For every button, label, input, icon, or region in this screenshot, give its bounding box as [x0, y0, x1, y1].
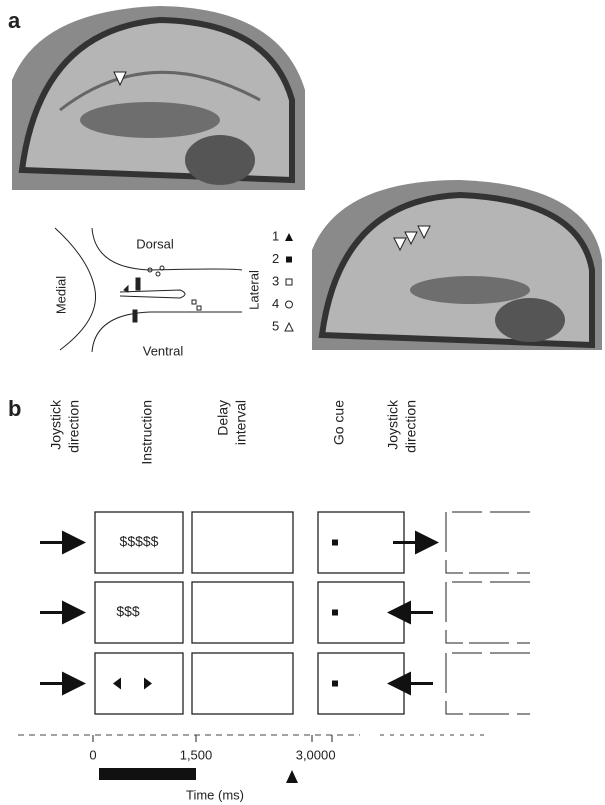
instruction-box [94, 652, 184, 715]
tick-label: 1,500 [180, 747, 213, 762]
tick-label: 0 [89, 747, 96, 762]
instruction-symbol [113, 677, 121, 690]
sulcus-diagram [54, 227, 243, 353]
delay-box [191, 511, 294, 574]
panel-label: a [8, 8, 21, 33]
go-cue [332, 680, 338, 687]
legend-symbol [285, 233, 293, 241]
instruction-text: $$$$$ [120, 533, 159, 549]
column-header: Go cue [331, 400, 347, 445]
diagram-label: Medial [53, 276, 68, 314]
panel-label: b [8, 396, 21, 421]
instruction-text: $$$ [116, 603, 140, 619]
diagram-label: Ventral [143, 343, 184, 358]
column-header: direction [403, 400, 419, 453]
go-cue [332, 539, 338, 546]
task-grid: $$$$$$$$ [40, 511, 530, 715]
diagram-label: Dorsal [136, 236, 174, 251]
legend: 1 2 3 4 5 [272, 228, 294, 333]
instruction-box [94, 581, 184, 644]
legend-label: 2 [272, 251, 279, 266]
column-header: Joystick [48, 399, 64, 450]
legend-label: 3 [272, 273, 279, 288]
legend-symbol [286, 256, 292, 263]
legend-symbol [285, 278, 293, 286]
column-header: Delay [215, 400, 231, 436]
response-box [445, 581, 530, 644]
response-box [445, 652, 530, 715]
legend-label: 5 [272, 318, 279, 333]
mri-right [312, 180, 602, 350]
tick-label: 3,000 [296, 747, 329, 762]
go-box [317, 652, 405, 715]
instruction-symbol [144, 677, 152, 690]
response-box [445, 511, 530, 574]
legend-symbol [284, 321, 294, 332]
delay-box [191, 581, 294, 644]
tick-label: 0 [328, 747, 335, 762]
diagram-label: Lateral [246, 270, 261, 310]
column-header: interval [233, 400, 249, 445]
headers: Joystick direction Instruction Delay interva… [48, 399, 419, 465]
column-header: Instruction [139, 400, 155, 465]
legend-label: 4 [272, 296, 279, 311]
legend-label: 1 [272, 228, 279, 243]
delay-box [191, 652, 294, 715]
go-box [317, 511, 405, 574]
legend-symbol [285, 300, 293, 309]
column-header: Joystick [385, 399, 401, 450]
instruction-box [94, 511, 184, 574]
go-cue [332, 609, 338, 616]
mri-top [12, 6, 305, 190]
column-header: direction [66, 400, 82, 453]
axis-title: Time (ms) [186, 787, 244, 802]
go-box [317, 581, 405, 644]
